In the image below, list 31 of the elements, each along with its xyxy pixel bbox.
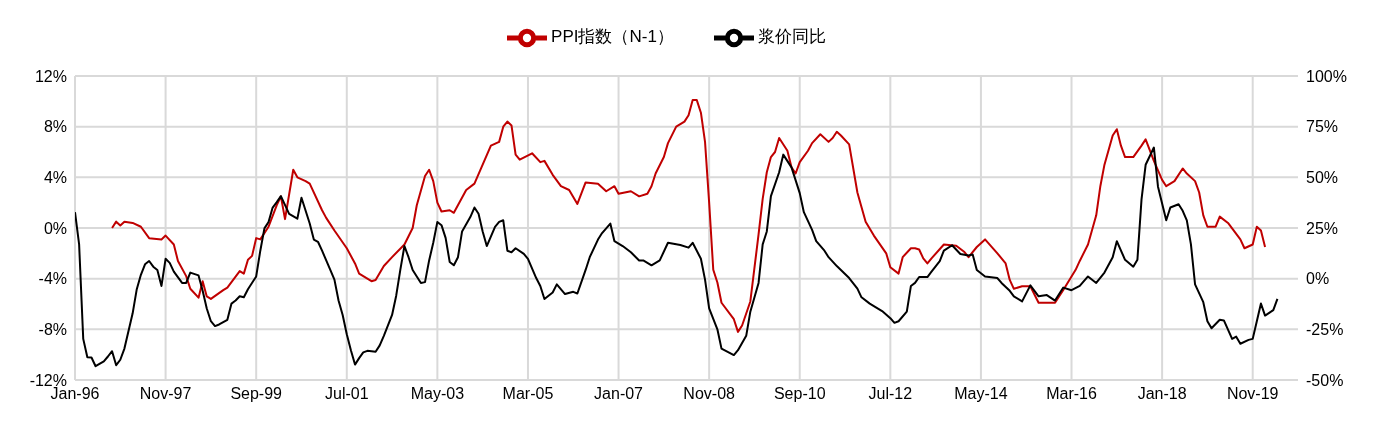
y-tick-label: -8% [38, 321, 67, 339]
y2-tick-label: -50% [1306, 371, 1344, 389]
x-tick-label: Jan-07 [594, 385, 644, 403]
y-tick-label: 4% [43, 169, 67, 187]
x-tick-label: Nov-08 [683, 385, 736, 403]
legend-label: PPI指数（N-1） [551, 27, 674, 47]
x-tick-label: Jan-96 [50, 385, 100, 403]
y-tick-label: -4% [38, 270, 67, 288]
x-tick-label: Mar-16 [1046, 385, 1097, 403]
x-tick-label: Nov-97 [139, 385, 192, 403]
y2-tick-label: 0% [1306, 270, 1330, 288]
x-tick-label: May-03 [410, 385, 465, 403]
y2-tick-label: 25% [1306, 219, 1339, 237]
x-tick-label: Jan-18 [1137, 385, 1187, 403]
x-tick-label: Sep-99 [230, 385, 283, 403]
y2-tick-label: 100% [1306, 67, 1347, 85]
legend-label: 浆价同比 [757, 27, 826, 47]
x-tick-label: Mar-05 [502, 385, 554, 403]
x-tick-label: Jul-01 [324, 385, 369, 403]
y2-tick-label: 75% [1306, 118, 1339, 136]
y-tick-label: 8% [43, 118, 67, 136]
y-tick-label: 0% [43, 219, 67, 237]
line-series [111, 99, 1267, 333]
y2-tick-label: -25% [1306, 321, 1344, 339]
x-tick-label: Nov-19 [1226, 385, 1279, 403]
x-tick-label: Jul-12 [868, 385, 913, 403]
y2-tick-label: 50% [1306, 169, 1339, 187]
x-tick-label: May-14 [954, 385, 1008, 403]
y-tick-label: 12% [34, 67, 67, 85]
x-tick-label: Sep-10 [773, 385, 826, 403]
line-series [75, 146, 1279, 368]
